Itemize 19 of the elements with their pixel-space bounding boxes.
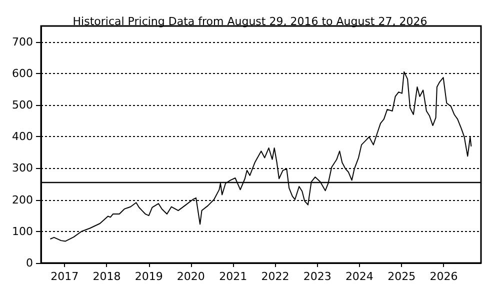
x-tick-label: 2020 bbox=[176, 270, 205, 283]
x-tick-label: 2022 bbox=[261, 270, 290, 283]
y-tick-label: 100 bbox=[12, 224, 33, 238]
chart-title: Historical Pricing Data from August 29, 2016 to August 27, 2026 bbox=[72, 15, 428, 28]
y-tick-label: 700 bbox=[12, 35, 33, 48]
y-tick-label: 200 bbox=[12, 193, 33, 206]
y-tick-label: 0 bbox=[26, 256, 33, 270]
x-tick-label: 2018 bbox=[92, 270, 121, 283]
x-tick-label: 2021 bbox=[219, 270, 248, 283]
x-tick-label: 2026 bbox=[430, 270, 458, 283]
x-tick-label: 2017 bbox=[50, 270, 79, 283]
y-tick-label: 300 bbox=[12, 162, 33, 175]
y-tick-label: 500 bbox=[12, 98, 33, 112]
x-tick-label: 2023 bbox=[303, 270, 332, 283]
x-tick-label: 2024 bbox=[345, 270, 374, 283]
x-tick-label: 2019 bbox=[134, 270, 163, 283]
y-tick-label: 400 bbox=[12, 130, 33, 144]
x-tick-label: 2025 bbox=[388, 270, 416, 283]
y-tick-label: 600 bbox=[12, 66, 33, 80]
